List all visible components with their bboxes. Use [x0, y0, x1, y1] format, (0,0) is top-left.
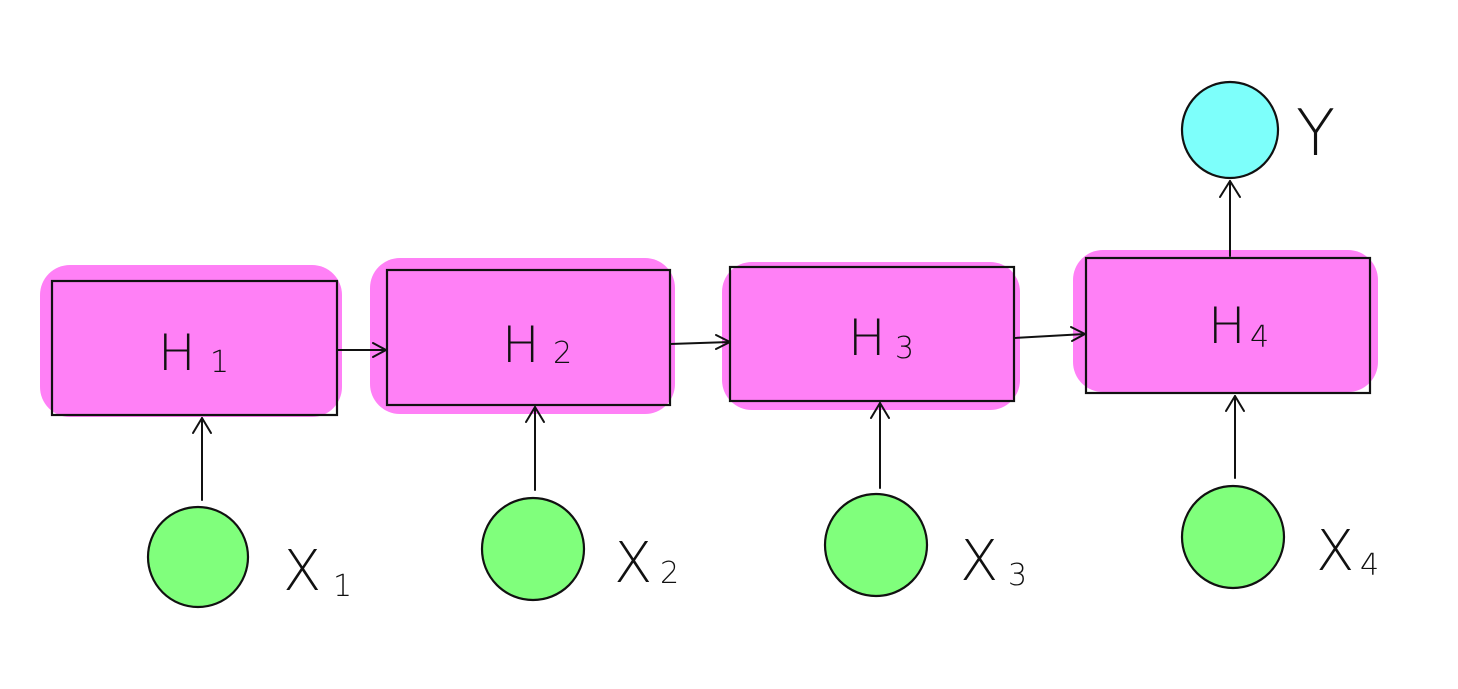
hidden-state-h3: H 3	[722, 262, 1020, 410]
input-subscript: 3	[1008, 558, 1027, 593]
hidden-box	[385, 268, 672, 407]
highlight	[722, 262, 1020, 410]
recurrent-arrow-2-3	[669, 334, 731, 350]
input-node-x2: X 2	[480, 496, 679, 602]
input-circle	[146, 505, 250, 609]
hidden-subscript: 1	[210, 345, 229, 380]
highlight	[40, 265, 342, 417]
highlight	[370, 258, 675, 414]
hidden-state-h4: H 4	[1073, 250, 1378, 395]
hidden-box	[50, 279, 339, 417]
hidden-subscript: 2	[553, 336, 572, 371]
output-circle	[1180, 80, 1280, 180]
input-label: X	[1316, 519, 1354, 584]
input-label: X	[614, 531, 652, 596]
input-node-x3: X 3	[823, 492, 1027, 598]
recurrent-arrow-1-2	[336, 342, 387, 358]
hidden-subscript: 3	[895, 331, 914, 366]
highlight	[1073, 250, 1378, 392]
input-circle	[1180, 484, 1286, 590]
hidden-state-h1: H 1	[40, 265, 342, 417]
hidden-label: H	[502, 316, 540, 374]
output-node-y: Y	[1180, 80, 1335, 180]
input-node-x1: X 1	[146, 505, 352, 609]
output-label: Y	[1296, 97, 1335, 171]
hidden-box	[728, 265, 1016, 403]
input-arrow-1	[192, 417, 212, 501]
input-subscript: 4	[1360, 548, 1379, 583]
recurrent-arrow-3-4	[1013, 326, 1086, 342]
input-circle	[823, 492, 929, 598]
output-arrow	[1219, 180, 1241, 257]
hidden-label: H	[848, 309, 886, 367]
hidden-state-h2: H 2	[370, 258, 675, 414]
hidden-subscript: 4	[1250, 320, 1269, 355]
input-subscript: 2	[660, 556, 679, 591]
input-label: X	[960, 529, 998, 594]
input-node-x4: X 4	[1180, 484, 1379, 590]
hidden-label: H	[158, 324, 196, 382]
input-arrow-4	[1225, 395, 1245, 479]
input-subscript: 1	[333, 569, 352, 604]
hidden-label: H	[1208, 297, 1246, 355]
input-label: X	[283, 539, 321, 604]
input-arrow-2	[525, 406, 545, 491]
input-arrow-3	[870, 402, 890, 489]
hidden-box	[1084, 256, 1372, 395]
input-circle	[480, 496, 586, 602]
